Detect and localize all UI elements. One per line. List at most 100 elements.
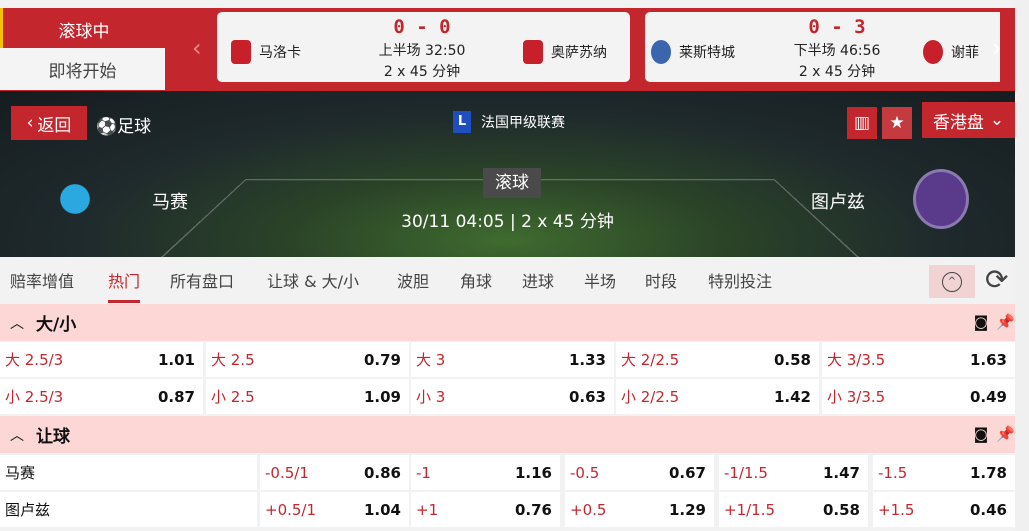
live-badge: 滚球	[483, 168, 541, 198]
odds-line: 大 2.5	[211, 351, 255, 369]
tab-upcoming[interactable]: 即将开始	[0, 48, 165, 90]
chevron-up-icon: ^	[942, 271, 962, 292]
refresh-icon[interactable]: ⟳	[985, 263, 1009, 296]
tab-1[interactable]: 热门	[108, 268, 141, 303]
tab-4[interactable]: 波胆	[397, 272, 430, 291]
odds-format-select[interactable]: 香港盘 ⌄	[922, 102, 1015, 138]
home-team: 莱斯特城	[679, 45, 735, 61]
odds-cell[interactable]: 小 2/2.5 1.42	[616, 379, 819, 414]
odds-price: 1.04	[363, 500, 401, 519]
odds-line: -1	[416, 463, 431, 482]
next-arrow-icon[interactable]: ›	[992, 34, 1002, 62]
odds-cell[interactable]: +1/1.5 0.58	[719, 492, 868, 527]
tab-9[interactable]: 特别投注	[708, 272, 773, 291]
team-name: 马赛	[0, 455, 257, 490]
section-over-under[interactable]: ︿ 大/小 ◙ 📌	[0, 304, 1015, 341]
tab-8[interactable]: 时段	[645, 272, 678, 291]
match-status: 上半场 32:50	[378, 43, 466, 59]
away-team-logo-icon	[523, 40, 543, 64]
odds-cell[interactable]: 大 3 1.33	[411, 342, 614, 377]
odds-line: +0.5/1	[265, 500, 317, 519]
away-team: 奥萨苏纳	[551, 45, 607, 61]
match-duration: 2 x 45 分钟	[383, 64, 461, 80]
odds-price: 0.67	[668, 463, 706, 482]
odds-price: 0.46	[969, 500, 1007, 519]
odds-price: 0.76	[514, 500, 552, 519]
away-team-logo-icon	[923, 40, 943, 64]
match-card[interactable]: 莱斯特城 0 - 3 下半场 46:56 2 x 45 分钟 谢菲	[645, 12, 1000, 82]
collapse-all-button[interactable]: ^	[929, 265, 975, 298]
pin-icon[interactable]: 📌	[996, 313, 1015, 331]
section-title: 大/小	[36, 315, 77, 335]
odds-line: 小 3	[416, 388, 446, 406]
odds-line: -1.5	[878, 463, 908, 482]
league: L 法国甲级联赛	[453, 111, 565, 133]
odds-line: 小 2.5	[211, 388, 255, 406]
odds-price: 1.29	[668, 500, 706, 519]
scrollbar[interactable]	[1015, 0, 1029, 531]
odds-format-label: 香港盘	[932, 112, 984, 133]
tab-live[interactable]: 滚球中	[0, 8, 165, 50]
tab-0[interactable]: 赔率增值	[10, 272, 75, 291]
odds-price: 0.79	[363, 350, 401, 369]
match-duration: 2 x 45 分钟	[798, 64, 876, 80]
tab-3[interactable]: 让球 & 大/小	[267, 272, 360, 291]
pitch-view-button[interactable]: ▥	[847, 107, 877, 139]
odds-cell[interactable]: +0.5/1 1.04	[260, 492, 409, 527]
odds-cell[interactable]: 小 3 0.63	[411, 379, 614, 414]
back-button[interactable]: ‹ 返回	[11, 106, 87, 140]
odds-price: 0.58	[822, 500, 860, 519]
odds-line: +1/1.5	[724, 500, 776, 519]
odds-line: -1/1.5	[724, 463, 768, 482]
stats-icon[interactable]: ◙	[973, 313, 989, 331]
chevron-left-icon: ‹	[26, 113, 34, 133]
odds-cell[interactable]: +1 0.76	[411, 492, 560, 527]
odds-price: 1.78	[969, 463, 1007, 482]
pin-icon[interactable]: 📌	[996, 425, 1015, 443]
odds-cell[interactable]: 大 3/3.5 1.63	[822, 342, 1015, 377]
tab-2[interactable]: 所有盘口	[170, 272, 235, 291]
home-team: 马洛卡	[259, 45, 301, 61]
odds-cell[interactable]: 大 2.5 0.79	[206, 342, 409, 377]
away-team-logo-icon	[913, 169, 969, 229]
odds-price: 0.63	[568, 387, 606, 406]
odds-cell[interactable]: -0.5 0.67	[565, 455, 714, 490]
odds-price: 0.86	[363, 463, 401, 482]
home-team-name: 马赛	[152, 192, 188, 213]
tab-7[interactable]: 半场	[584, 272, 617, 291]
tab-6[interactable]: 进球	[522, 272, 555, 291]
section-handicap[interactable]: ︿ 让球 ◙ 📌	[0, 416, 1015, 453]
match-card[interactable]: 马洛卡 0 - 0 上半场 32:50 2 x 45 分钟 奥萨苏纳	[217, 12, 630, 82]
stats-icon[interactable]: ◙	[973, 425, 989, 443]
odds-line: 大 2.5/3	[5, 351, 64, 369]
tab-5[interactable]: 角球	[460, 272, 493, 291]
match-datetime: 30/11 04:05 | 2 x 45 分钟	[401, 212, 614, 232]
match-status: 下半场 46:56	[793, 43, 881, 59]
odds-cell[interactable]: 小 3/3.5 0.49	[822, 379, 1015, 414]
odds-line: +0.5	[570, 500, 607, 519]
odds-cell[interactable]: +0.5 1.29	[565, 492, 714, 527]
favorite-star-icon[interactable]: ★	[882, 107, 912, 139]
odds-line: 大 3/3.5	[827, 351, 886, 369]
odds-line: 小 2/2.5	[621, 388, 680, 406]
odds-cell[interactable]: 大 2.5/3 1.01	[0, 342, 203, 377]
odds-cell[interactable]: +1.5 0.46	[873, 492, 1015, 527]
odds-cell[interactable]: -0.5/1 0.86	[260, 455, 409, 490]
section-title: 让球	[36, 427, 70, 447]
score: 0 - 0	[393, 16, 451, 38]
soccer-ball-icon: ⚽	[96, 117, 118, 137]
odds-cell[interactable]: 大 2/2.5 0.58	[616, 342, 819, 377]
odds-line: +1.5	[878, 500, 915, 519]
odds-price: 1.47	[822, 463, 860, 482]
prev-arrow-icon[interactable]: ‹	[192, 34, 202, 62]
odds-price: 0.58	[773, 350, 811, 369]
odds-line: 大 3	[416, 351, 446, 369]
odds-cell[interactable]: -1 1.16	[411, 455, 560, 490]
odds-cell[interactable]: 小 2.5 1.09	[206, 379, 409, 414]
league-name: 法国甲级联赛	[481, 115, 565, 131]
odds-price: 0.87	[157, 387, 195, 406]
odds-cell[interactable]: 小 2.5/3 0.87	[0, 379, 203, 414]
odds-cell[interactable]: -1.5 1.78	[873, 455, 1015, 490]
odds-cell[interactable]: -1/1.5 1.47	[719, 455, 868, 490]
league-logo-icon: L	[453, 111, 471, 133]
